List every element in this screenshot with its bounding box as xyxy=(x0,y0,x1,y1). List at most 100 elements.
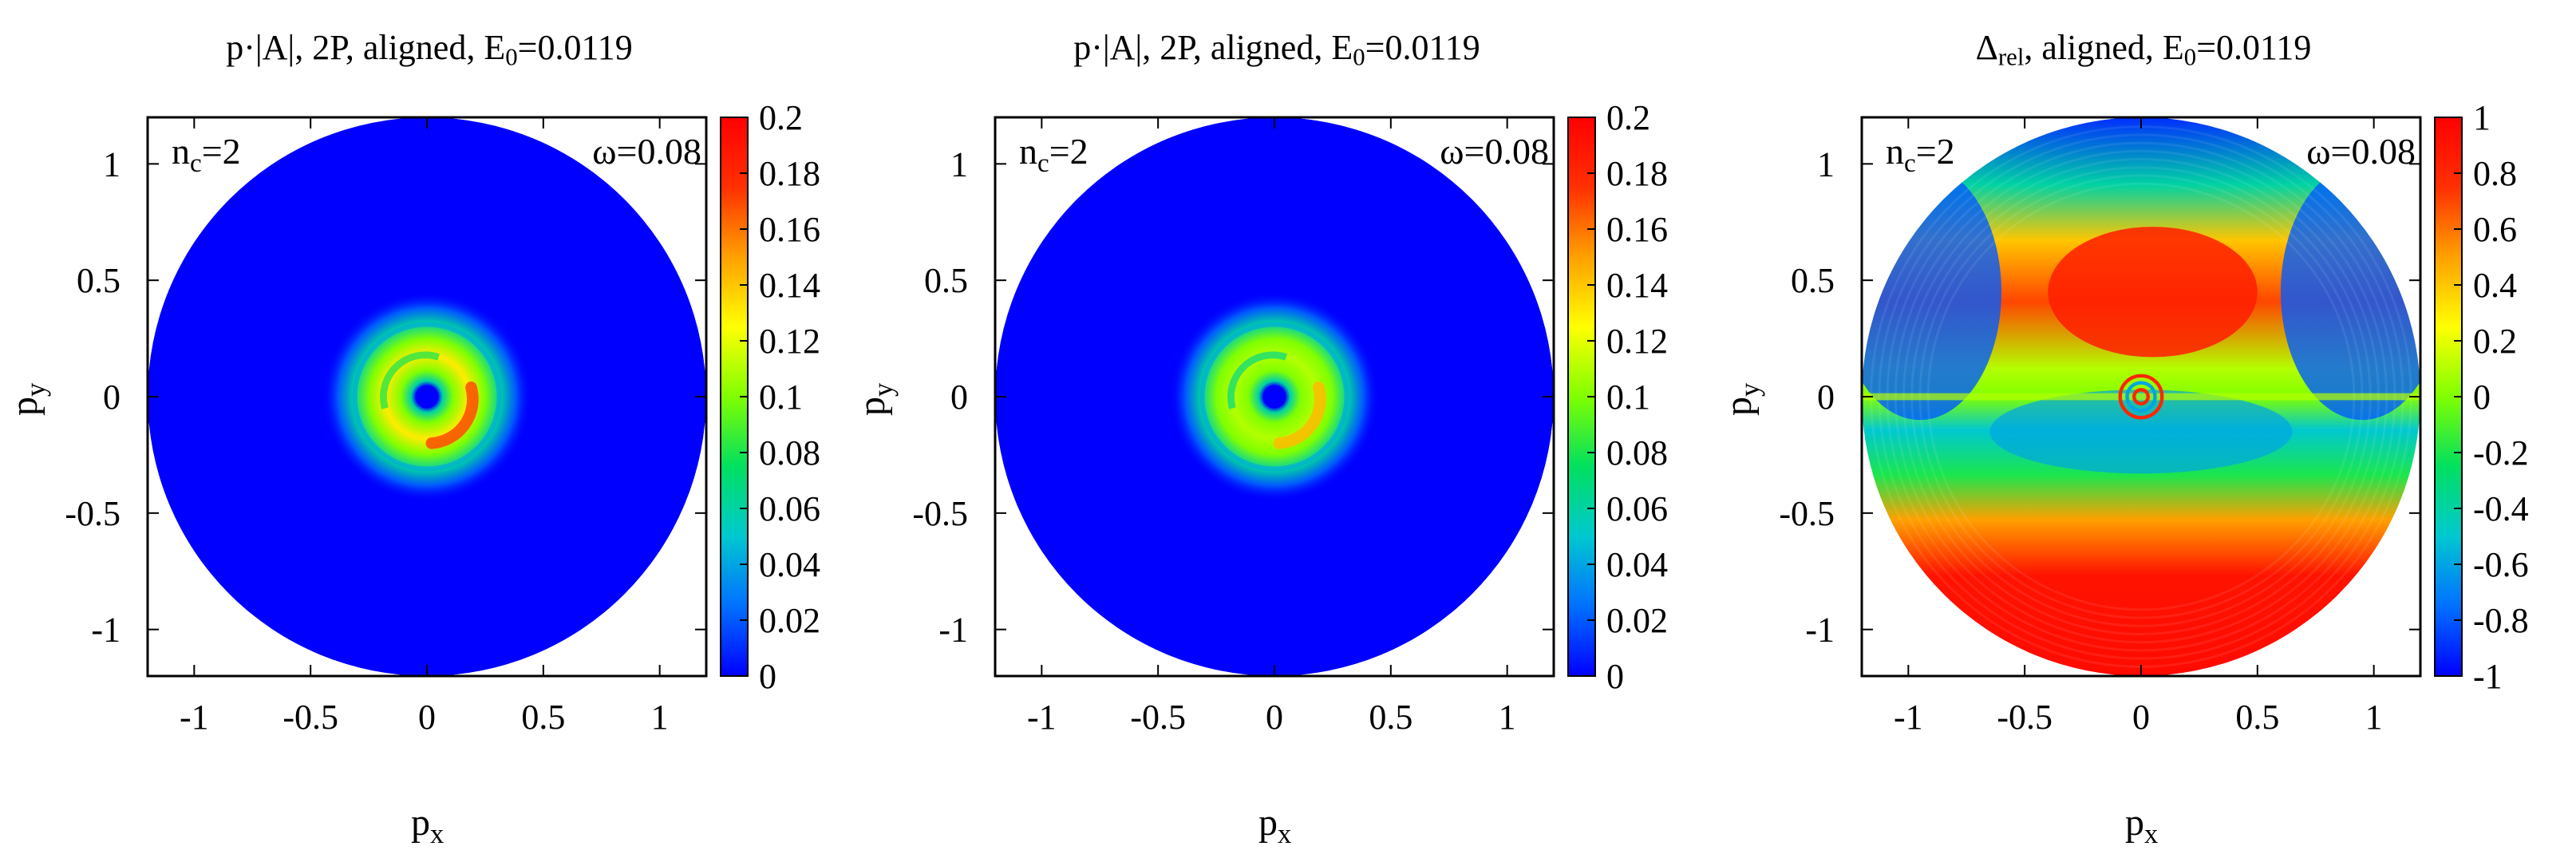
colorbar-tick-label: 0.06 xyxy=(1606,489,1668,528)
y-tick-label: -0.5 xyxy=(1779,494,1835,533)
ring-outer-ripple xyxy=(352,322,502,472)
y-tick-label: 1 xyxy=(950,144,968,184)
colorbar-tick-label: 0.04 xyxy=(759,545,820,584)
panel-2: p·|A|, 2P, aligned, E0=0.0119 -1 -0.5 0 0.5… xyxy=(847,0,1706,862)
center-ring xyxy=(2118,374,2164,420)
x-tick-label: 0 xyxy=(1266,698,1283,737)
x-tick-label: 1 xyxy=(651,698,669,737)
x-tick-label: -1 xyxy=(1027,698,1057,737)
y-tick-label: -1 xyxy=(1805,611,1835,650)
x-axis-label: px xyxy=(1258,801,1291,849)
colorbar-tick-label: -0.4 xyxy=(2473,489,2529,528)
colorbar-tick-label: 0.08 xyxy=(759,433,820,473)
colorbar-tick-label: 0 xyxy=(2473,378,2491,417)
y-tick-label: 0 xyxy=(950,378,968,417)
colorbar-tick-label: 0.02 xyxy=(1606,601,1668,640)
x-tick-label: 0 xyxy=(2132,698,2150,737)
colorbar-tick-label: 0.16 xyxy=(1606,210,1668,249)
rim-ripple xyxy=(1926,182,2356,611)
heatmap-disc xyxy=(995,117,1554,676)
corner-label-omega: ω=0.08 xyxy=(1440,131,1549,172)
colorbar-tick-label: 0.2 xyxy=(2473,322,2517,361)
colorbar-tick-label: 0.18 xyxy=(1606,154,1668,193)
ring-crescent xyxy=(425,382,479,449)
x-tick-label: -0.5 xyxy=(1130,698,1186,737)
colorbar-tick-label: 1 xyxy=(2473,98,2491,137)
colorbar-tick-label: 0.04 xyxy=(1606,545,1668,584)
x-tick-label: 1 xyxy=(1499,698,1516,737)
colorbar-tick-label: 0.02 xyxy=(759,601,820,640)
colorbar-tick-label: 0.18 xyxy=(759,154,820,193)
heatmap-plot: -1 -0.5 0 0.5 1 -1 -0.5 0 0.5 1 px py nc=2 ω=0.08 0 0.0… xyxy=(851,98,1668,849)
y-tick-label: -1 xyxy=(91,611,121,650)
corner-label-nc: nc=2 xyxy=(1886,131,1955,178)
ring-inner-arc xyxy=(380,351,440,409)
panel-title: p·|A|, 2P, aligned, E0=0.0119 xyxy=(226,28,633,71)
x-tick-label: -0.5 xyxy=(1997,698,2053,737)
rim-ripple xyxy=(1918,174,2364,619)
x-tick-label: -0.5 xyxy=(282,698,338,737)
ring-inner-arc xyxy=(1227,351,1287,409)
heatmap-disc xyxy=(148,117,706,676)
center-ring xyxy=(2125,381,2157,413)
colorbar-tick-label: 0.06 xyxy=(759,489,820,528)
equator-band xyxy=(1862,393,2420,401)
y-tick-label: -0.5 xyxy=(912,494,968,533)
colorbar-tick-label: -0.8 xyxy=(2473,601,2529,640)
colorbar-tick-label: 0.1 xyxy=(1606,378,1650,417)
x-tick-label: -1 xyxy=(1894,698,1923,737)
panel-3: Δrel, aligned, E0=0.0119 -1 -0.5 0 0.5 1 -1 -0… xyxy=(1714,0,2573,862)
corner-label-nc: nc=2 xyxy=(1019,131,1088,178)
colorbar-tick-label: 0.12 xyxy=(1606,322,1668,361)
panel-title: p·|A|, 2P, aligned, E0=0.0119 xyxy=(1073,28,1480,71)
rim-ripple xyxy=(1886,141,2396,652)
y-tick-label: -1 xyxy=(938,611,968,650)
colorbar-tick-label: 0.2 xyxy=(1606,98,1650,137)
colorbar-tick-label: 0.8 xyxy=(2473,154,2517,193)
y-tick-label: 0.5 xyxy=(924,261,968,300)
colorbar-tick-label: 0.2 xyxy=(759,98,803,137)
x-axis-label: px xyxy=(2125,801,2158,849)
rim-ripple xyxy=(1902,158,2380,635)
x-tick-label: 0.5 xyxy=(2235,698,2279,737)
colorbar-tick-label: -0.6 xyxy=(2473,545,2529,584)
colorbar-tick-label: 0.12 xyxy=(759,322,820,361)
panel-1: p·|A|, 2P, aligned, E0=0.0119 -1 -0.5 0 0.5… xyxy=(0,0,859,862)
y-tick-label: 0 xyxy=(103,378,121,417)
rim-ripple xyxy=(1878,133,2404,660)
heatmap-plot: -1 -0.5 0 0.5 1 -1 -0.5 0 0.5 1 px py nc=2 ω=0.08 -1 -0… xyxy=(1717,98,2529,849)
colorbar-tick-label: 0.14 xyxy=(759,266,820,305)
colorbar-tick-label: -0.2 xyxy=(2473,433,2529,473)
corner-label-omega: ω=0.08 xyxy=(592,131,701,172)
y-tick-label: 1 xyxy=(1817,144,1835,184)
colorbar-tick-label: 0.14 xyxy=(1606,266,1668,305)
corner-label-omega: ω=0.08 xyxy=(2306,131,2416,172)
x-tick-label: 1 xyxy=(2365,698,2383,737)
y-axis-label: py xyxy=(851,382,899,416)
y-tick-label: 1 xyxy=(103,144,121,184)
lower-blue-band xyxy=(1989,389,2293,474)
x-tick-label: 0.5 xyxy=(1369,698,1412,737)
heatmap-plot: -1 -0.5 0 0.5 1 -1 -0.5 0 0.5 1 px py nc=2 ω=0.08 0 0.0… xyxy=(3,98,820,849)
colorbar-tick-label: 0.4 xyxy=(2473,266,2517,305)
center-hole xyxy=(415,385,439,409)
center-ring xyxy=(2132,388,2150,405)
colorbar-tick-label: 0.08 xyxy=(1606,433,1668,473)
y-axis-label: py xyxy=(1717,382,1765,416)
x-tick-label: -1 xyxy=(180,698,209,737)
ring-crescent xyxy=(1273,382,1326,449)
y-tick-label: -0.5 xyxy=(65,494,121,533)
y-tick-label: 0.5 xyxy=(77,261,121,300)
y-tick-label: 0.5 xyxy=(1791,261,1835,300)
y-tick-label: 0 xyxy=(1817,378,1835,417)
x-tick-label: 0 xyxy=(418,698,436,737)
x-tick-label: 0.5 xyxy=(521,698,565,737)
panel-title: Δrel, aligned, E0=0.0119 xyxy=(1975,28,2312,71)
colorbar-tick-label: 0.6 xyxy=(2473,210,2517,249)
y-axis-label: py xyxy=(3,382,51,416)
colorbar-tick-label: 0.16 xyxy=(759,210,820,249)
rim-ripple xyxy=(1894,149,2388,644)
rim-ripple xyxy=(1910,166,2372,627)
x-axis-label: px xyxy=(411,801,444,849)
ring-outer-ripple xyxy=(1199,322,1349,472)
